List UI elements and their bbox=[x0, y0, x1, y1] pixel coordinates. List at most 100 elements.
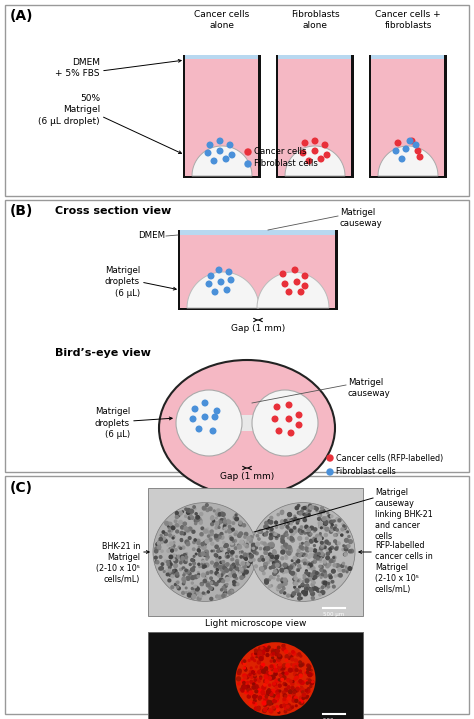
Circle shape bbox=[296, 522, 299, 524]
Circle shape bbox=[262, 664, 264, 666]
Circle shape bbox=[337, 574, 340, 577]
Circle shape bbox=[288, 430, 294, 436]
Circle shape bbox=[210, 523, 213, 526]
Bar bbox=[276, 55, 354, 59]
Circle shape bbox=[255, 546, 257, 549]
Circle shape bbox=[272, 690, 275, 692]
Circle shape bbox=[344, 527, 346, 529]
Circle shape bbox=[281, 513, 283, 515]
Circle shape bbox=[225, 531, 227, 533]
Circle shape bbox=[256, 678, 258, 680]
Circle shape bbox=[298, 528, 301, 531]
Circle shape bbox=[271, 554, 274, 557]
Circle shape bbox=[225, 577, 227, 580]
Circle shape bbox=[211, 158, 217, 164]
Circle shape bbox=[395, 140, 401, 146]
Circle shape bbox=[263, 542, 266, 545]
Circle shape bbox=[273, 564, 276, 567]
Circle shape bbox=[194, 519, 198, 523]
Circle shape bbox=[273, 551, 276, 554]
Circle shape bbox=[307, 678, 310, 681]
Circle shape bbox=[223, 525, 226, 527]
Circle shape bbox=[216, 518, 217, 519]
Circle shape bbox=[243, 555, 247, 559]
Circle shape bbox=[242, 684, 246, 689]
Circle shape bbox=[329, 551, 331, 553]
Circle shape bbox=[283, 664, 286, 667]
Circle shape bbox=[334, 534, 336, 536]
Circle shape bbox=[188, 516, 191, 519]
Circle shape bbox=[301, 691, 304, 693]
Circle shape bbox=[308, 690, 310, 692]
Circle shape bbox=[345, 546, 348, 549]
Circle shape bbox=[209, 538, 212, 541]
Circle shape bbox=[296, 568, 300, 572]
Circle shape bbox=[317, 535, 320, 539]
Circle shape bbox=[222, 569, 224, 571]
Circle shape bbox=[345, 531, 347, 533]
Circle shape bbox=[267, 700, 271, 705]
Circle shape bbox=[278, 655, 282, 659]
Circle shape bbox=[259, 530, 263, 533]
Circle shape bbox=[200, 582, 203, 585]
Circle shape bbox=[313, 531, 315, 532]
Text: Cancer cells
alone: Cancer cells alone bbox=[194, 10, 250, 30]
Circle shape bbox=[318, 534, 321, 538]
Circle shape bbox=[244, 536, 246, 539]
Text: Fibroblast cells: Fibroblast cells bbox=[254, 160, 318, 168]
Circle shape bbox=[267, 693, 270, 695]
Circle shape bbox=[263, 533, 265, 536]
Circle shape bbox=[346, 571, 348, 573]
Circle shape bbox=[310, 533, 312, 535]
Circle shape bbox=[309, 509, 311, 512]
Circle shape bbox=[164, 539, 167, 543]
Circle shape bbox=[205, 577, 207, 580]
Circle shape bbox=[232, 540, 234, 542]
Circle shape bbox=[309, 505, 313, 509]
Circle shape bbox=[242, 685, 246, 689]
Circle shape bbox=[290, 519, 294, 523]
Circle shape bbox=[220, 548, 222, 549]
Circle shape bbox=[235, 565, 237, 567]
Circle shape bbox=[324, 572, 326, 574]
Circle shape bbox=[210, 562, 213, 564]
Circle shape bbox=[348, 536, 350, 538]
Circle shape bbox=[180, 562, 182, 564]
Circle shape bbox=[169, 561, 171, 562]
Circle shape bbox=[285, 555, 287, 557]
Circle shape bbox=[300, 150, 306, 156]
Circle shape bbox=[257, 661, 260, 664]
Circle shape bbox=[258, 652, 260, 654]
Circle shape bbox=[207, 571, 210, 574]
Circle shape bbox=[159, 556, 162, 558]
Circle shape bbox=[311, 567, 315, 570]
Circle shape bbox=[204, 541, 207, 544]
Circle shape bbox=[262, 701, 266, 705]
Circle shape bbox=[273, 569, 277, 573]
Circle shape bbox=[276, 649, 279, 653]
Circle shape bbox=[253, 672, 256, 676]
Circle shape bbox=[223, 520, 227, 523]
Circle shape bbox=[218, 574, 220, 577]
Circle shape bbox=[229, 574, 232, 577]
Circle shape bbox=[225, 569, 228, 572]
Circle shape bbox=[335, 547, 337, 549]
Circle shape bbox=[184, 527, 187, 530]
Circle shape bbox=[174, 559, 178, 563]
Circle shape bbox=[297, 505, 300, 507]
Circle shape bbox=[253, 549, 256, 552]
Circle shape bbox=[293, 582, 297, 585]
Bar bbox=[183, 175, 261, 178]
Circle shape bbox=[310, 669, 312, 672]
Circle shape bbox=[312, 562, 313, 563]
Circle shape bbox=[282, 677, 283, 679]
Circle shape bbox=[245, 557, 247, 560]
Circle shape bbox=[268, 677, 271, 679]
Circle shape bbox=[308, 577, 312, 580]
Circle shape bbox=[282, 281, 288, 287]
Circle shape bbox=[185, 592, 187, 593]
Circle shape bbox=[267, 546, 271, 549]
Circle shape bbox=[265, 672, 269, 675]
Circle shape bbox=[266, 531, 268, 533]
Circle shape bbox=[237, 583, 239, 585]
